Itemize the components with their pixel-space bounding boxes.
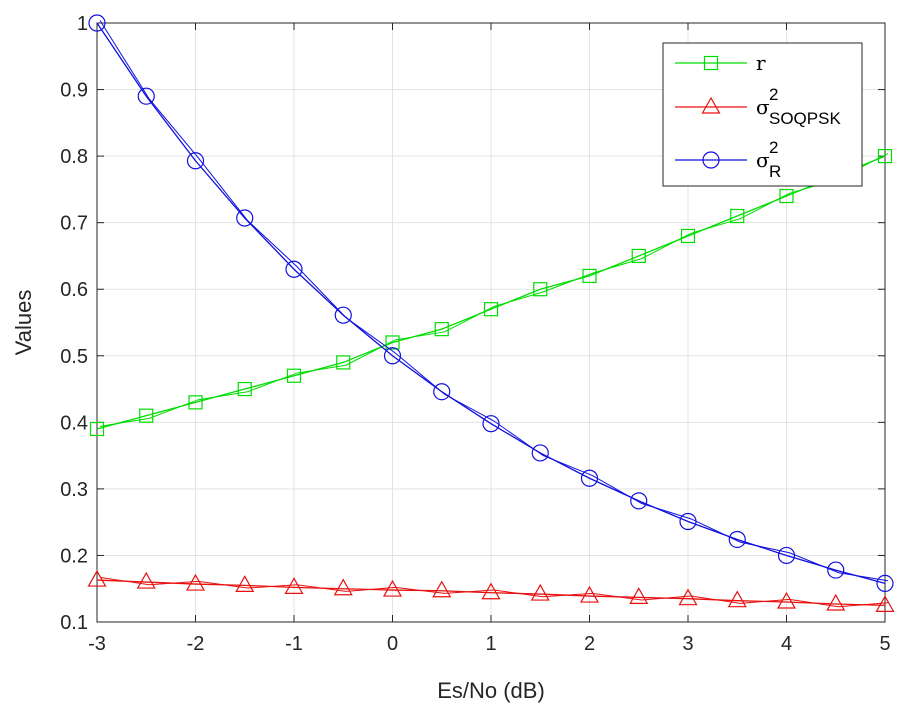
data-point bbox=[185, 573, 206, 591]
legend-marker bbox=[703, 55, 719, 71]
y-tick-label: 0.5 bbox=[60, 346, 88, 368]
data-point bbox=[680, 228, 696, 244]
data-point bbox=[730, 208, 745, 224]
data-point bbox=[382, 579, 403, 597]
legend-superscript: 2 bbox=[769, 138, 778, 157]
data-point bbox=[286, 368, 302, 383]
data-point bbox=[779, 188, 794, 204]
data-point bbox=[236, 209, 254, 227]
data-point bbox=[531, 444, 549, 462]
legend-subscript: R bbox=[769, 162, 781, 181]
series-2 bbox=[88, 14, 894, 592]
x-tick-label: 1 bbox=[485, 633, 496, 655]
data-point bbox=[579, 585, 600, 603]
data-point bbox=[137, 87, 155, 105]
data-point bbox=[139, 408, 154, 423]
data-point bbox=[432, 580, 452, 598]
data-point bbox=[777, 546, 796, 565]
x-tick-label: 2 bbox=[584, 633, 595, 655]
data-point bbox=[383, 347, 402, 365]
data-point bbox=[582, 268, 597, 284]
data-point bbox=[679, 512, 697, 531]
data-point bbox=[533, 282, 548, 297]
data-point bbox=[678, 588, 698, 606]
y-axis-label: Values bbox=[11, 290, 36, 356]
x-tick-label: 4 bbox=[781, 633, 792, 655]
x-tick-label: 0 bbox=[387, 633, 398, 655]
data-point bbox=[434, 322, 449, 337]
data-point bbox=[136, 571, 156, 589]
data-point bbox=[481, 582, 501, 600]
legend-item-2: σ2 R bbox=[675, 138, 781, 181]
data-point bbox=[875, 595, 895, 612]
legend-marker bbox=[702, 151, 720, 169]
data-point bbox=[285, 260, 303, 278]
data-point bbox=[188, 395, 203, 410]
x-tick-label: -3 bbox=[88, 633, 106, 655]
axis-ticks: -3 -2 -1 0 1 2 3 4 5 0.1 0.2 0.3 0.4 0.5 0.6 0.7 0.8 0.9 1 bbox=[60, 13, 890, 655]
y-tick-label: 0.4 bbox=[60, 412, 88, 434]
data-point bbox=[776, 591, 797, 609]
data-point bbox=[728, 530, 746, 549]
legend-label: σ bbox=[756, 148, 770, 172]
data-point bbox=[433, 383, 451, 401]
data-point bbox=[87, 569, 107, 587]
data-point bbox=[482, 415, 500, 433]
x-tick-label: -1 bbox=[285, 633, 303, 655]
data-point bbox=[629, 587, 649, 604]
y-tick-label: 0.7 bbox=[60, 213, 88, 235]
data-point bbox=[385, 335, 400, 350]
series-line-secondary bbox=[99, 153, 889, 427]
series-line bbox=[96, 155, 886, 430]
legend-box bbox=[662, 42, 863, 187]
data-point bbox=[827, 561, 845, 579]
series-layer bbox=[87, 14, 895, 612]
legend-label: σ bbox=[756, 95, 770, 119]
data-point bbox=[727, 590, 747, 608]
y-tick-label: 1 bbox=[77, 13, 88, 35]
data-point bbox=[826, 593, 846, 611]
data-point bbox=[631, 248, 646, 264]
x-tick-label: 5 bbox=[879, 633, 890, 655]
data-point bbox=[483, 302, 499, 317]
x-tick-label: -2 bbox=[187, 633, 205, 655]
legend-superscript: 2 bbox=[769, 85, 778, 104]
data-point bbox=[334, 306, 352, 324]
data-point bbox=[580, 469, 599, 487]
legend-label: r bbox=[756, 51, 766, 75]
legend-item-0: r bbox=[675, 51, 766, 75]
data-point bbox=[89, 421, 105, 437]
data-point bbox=[877, 149, 893, 164]
data-point bbox=[186, 152, 205, 170]
y-tick-label: 0.8 bbox=[60, 146, 88, 168]
legend-marker bbox=[701, 96, 721, 114]
legend-subscript: SOQPSK bbox=[769, 109, 841, 128]
legend-item-1: σ2 SOQPSK bbox=[675, 85, 841, 128]
y-tick-label: 0.9 bbox=[60, 80, 88, 102]
series-line-secondary bbox=[99, 20, 889, 582]
y-tick-label: 0.1 bbox=[60, 612, 88, 634]
data-point bbox=[336, 355, 351, 370]
data-point bbox=[284, 577, 304, 594]
y-tick-label: 0.2 bbox=[60, 545, 88, 567]
x-axis-label: Es/No (dB) bbox=[437, 678, 545, 703]
series-0 bbox=[89, 149, 893, 437]
data-point bbox=[630, 492, 648, 510]
data-point bbox=[876, 574, 894, 592]
data-point bbox=[235, 575, 255, 592]
data-point bbox=[237, 381, 252, 397]
y-tick-label: 0.3 bbox=[60, 479, 88, 501]
x-tick-label: 3 bbox=[682, 633, 693, 655]
series-1 bbox=[87, 569, 895, 612]
data-point bbox=[333, 578, 353, 596]
data-point bbox=[88, 14, 106, 32]
y-tick-label: 0.6 bbox=[60, 279, 88, 301]
data-point bbox=[530, 583, 550, 601]
